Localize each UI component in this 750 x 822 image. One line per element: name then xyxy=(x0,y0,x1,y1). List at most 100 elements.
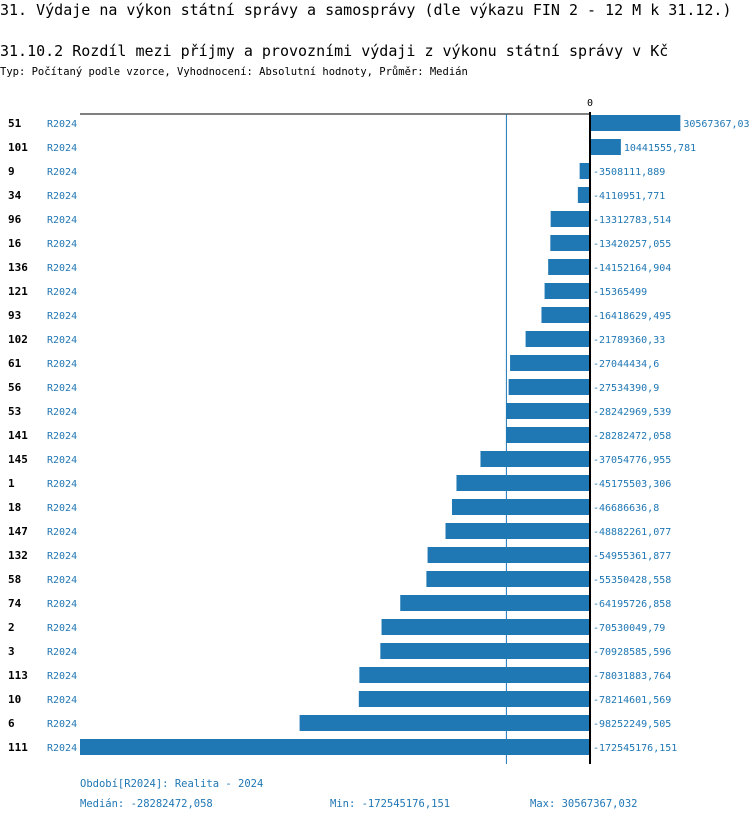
category-label: 51 xyxy=(8,117,22,130)
chart-info: Typ: Počítaný podle vzorce, Vyhodnocení:… xyxy=(0,66,468,78)
bar xyxy=(550,235,590,251)
series-label: R2024 xyxy=(47,335,77,346)
bar xyxy=(577,187,590,203)
bar xyxy=(381,619,590,635)
series-label: R2024 xyxy=(47,287,77,298)
series-label: R2024 xyxy=(47,383,77,394)
series-label: R2024 xyxy=(47,671,77,682)
category-label: 121 xyxy=(8,285,28,298)
bar xyxy=(359,667,590,683)
category-label: 3 xyxy=(8,645,15,658)
category-label: 136 xyxy=(8,261,28,274)
category-label: 61 xyxy=(8,357,22,370)
max-stat: Max: 30567367,032 xyxy=(530,798,638,810)
category-label: 111 xyxy=(8,741,28,754)
series-label: R2024 xyxy=(47,167,77,178)
value-label: 30567367,03 xyxy=(683,119,749,130)
series-label: R2024 xyxy=(47,503,77,514)
zero-tick-label: 0 xyxy=(587,98,593,109)
category-label: 10 xyxy=(8,693,21,706)
value-label: -13420257,055 xyxy=(593,239,671,250)
value-label: -55350428,558 xyxy=(593,575,671,586)
value-label: -45175503,306 xyxy=(593,479,671,490)
series-label: R2024 xyxy=(47,431,77,442)
page-title: 31. Výdaje na výkon státní správy a samo… xyxy=(0,1,732,19)
category-label: 141 xyxy=(8,429,28,442)
bar xyxy=(400,595,590,611)
bar xyxy=(427,547,590,563)
series-label: R2024 xyxy=(47,695,77,706)
bar xyxy=(510,355,590,371)
bar xyxy=(548,259,590,275)
category-label: 34 xyxy=(8,189,22,202)
value-label: -70928585,596 xyxy=(593,647,671,658)
series-label: R2024 xyxy=(47,623,77,634)
bar xyxy=(550,211,590,227)
bar xyxy=(541,307,590,323)
value-label: -78214601,569 xyxy=(593,695,671,706)
series-label: R2024 xyxy=(47,743,77,754)
bar xyxy=(590,115,681,131)
category-label: 53 xyxy=(8,405,21,418)
value-label: -64195726,858 xyxy=(593,599,671,610)
category-label: 6 xyxy=(8,717,15,730)
bar xyxy=(480,451,590,467)
series-label: R2024 xyxy=(47,191,77,202)
value-label: -4110951,771 xyxy=(593,191,665,202)
bar xyxy=(508,379,590,395)
category-label: 56 xyxy=(8,381,22,394)
series-label: R2024 xyxy=(47,647,77,658)
bar xyxy=(590,139,621,155)
series-label: R2024 xyxy=(47,119,77,130)
bar xyxy=(544,283,590,299)
value-label: 10441555,781 xyxy=(624,143,696,154)
bar xyxy=(358,691,590,707)
series-label: R2024 xyxy=(47,359,77,370)
value-label: -46686636,8 xyxy=(593,503,659,514)
series-label: R2024 xyxy=(47,527,77,538)
bar xyxy=(445,523,590,539)
value-label: -14152164,904 xyxy=(593,263,671,274)
series-label: R2024 xyxy=(47,263,77,274)
series-label: R2024 xyxy=(47,239,77,250)
bar xyxy=(506,403,590,419)
series-label: R2024 xyxy=(47,479,77,490)
category-label: 145 xyxy=(8,453,28,466)
value-label: -54955361,877 xyxy=(593,551,671,562)
value-label: -16418629,495 xyxy=(593,311,671,322)
value-label: -37054776,955 xyxy=(593,455,671,466)
value-label: -98252249,505 xyxy=(593,719,671,730)
value-label: -15365499 xyxy=(593,287,647,298)
category-label: 16 xyxy=(8,237,22,250)
bar xyxy=(506,427,590,443)
series-label: R2024 xyxy=(47,311,77,322)
category-label: 9 xyxy=(8,165,15,178)
bar xyxy=(80,739,590,755)
bar xyxy=(456,475,590,491)
series-label: R2024 xyxy=(47,455,77,466)
series-label: R2024 xyxy=(47,143,77,154)
chart-title: 31.10.2 Rozdíl mezi příjmy a provozními … xyxy=(0,42,669,60)
value-label: -70530049,79 xyxy=(593,623,665,634)
series-label: R2024 xyxy=(47,599,77,610)
bar xyxy=(380,643,590,659)
category-label: 101 xyxy=(8,141,28,154)
value-label: -27044434,6 xyxy=(593,359,659,370)
series-label: R2024 xyxy=(47,215,77,226)
series-label: R2024 xyxy=(47,407,77,418)
series-label: R2024 xyxy=(47,551,77,562)
category-label: 96 xyxy=(8,213,22,226)
value-label: -172545176,151 xyxy=(593,743,677,754)
period-legend: Období[R2024]: Realita - 2024 xyxy=(80,778,264,790)
value-label: -27534390,9 xyxy=(593,383,659,394)
value-label: -13312783,514 xyxy=(593,215,671,226)
category-label: 2 xyxy=(8,621,15,634)
bar xyxy=(579,163,590,179)
category-label: 1 xyxy=(8,477,15,490)
bar xyxy=(299,715,590,731)
category-label: 102 xyxy=(8,333,28,346)
category-label: 113 xyxy=(8,669,28,682)
median-stat: Medián: -28282472,058 xyxy=(80,798,213,810)
value-label: -78031883,764 xyxy=(593,671,671,682)
category-label: 18 xyxy=(8,501,21,514)
